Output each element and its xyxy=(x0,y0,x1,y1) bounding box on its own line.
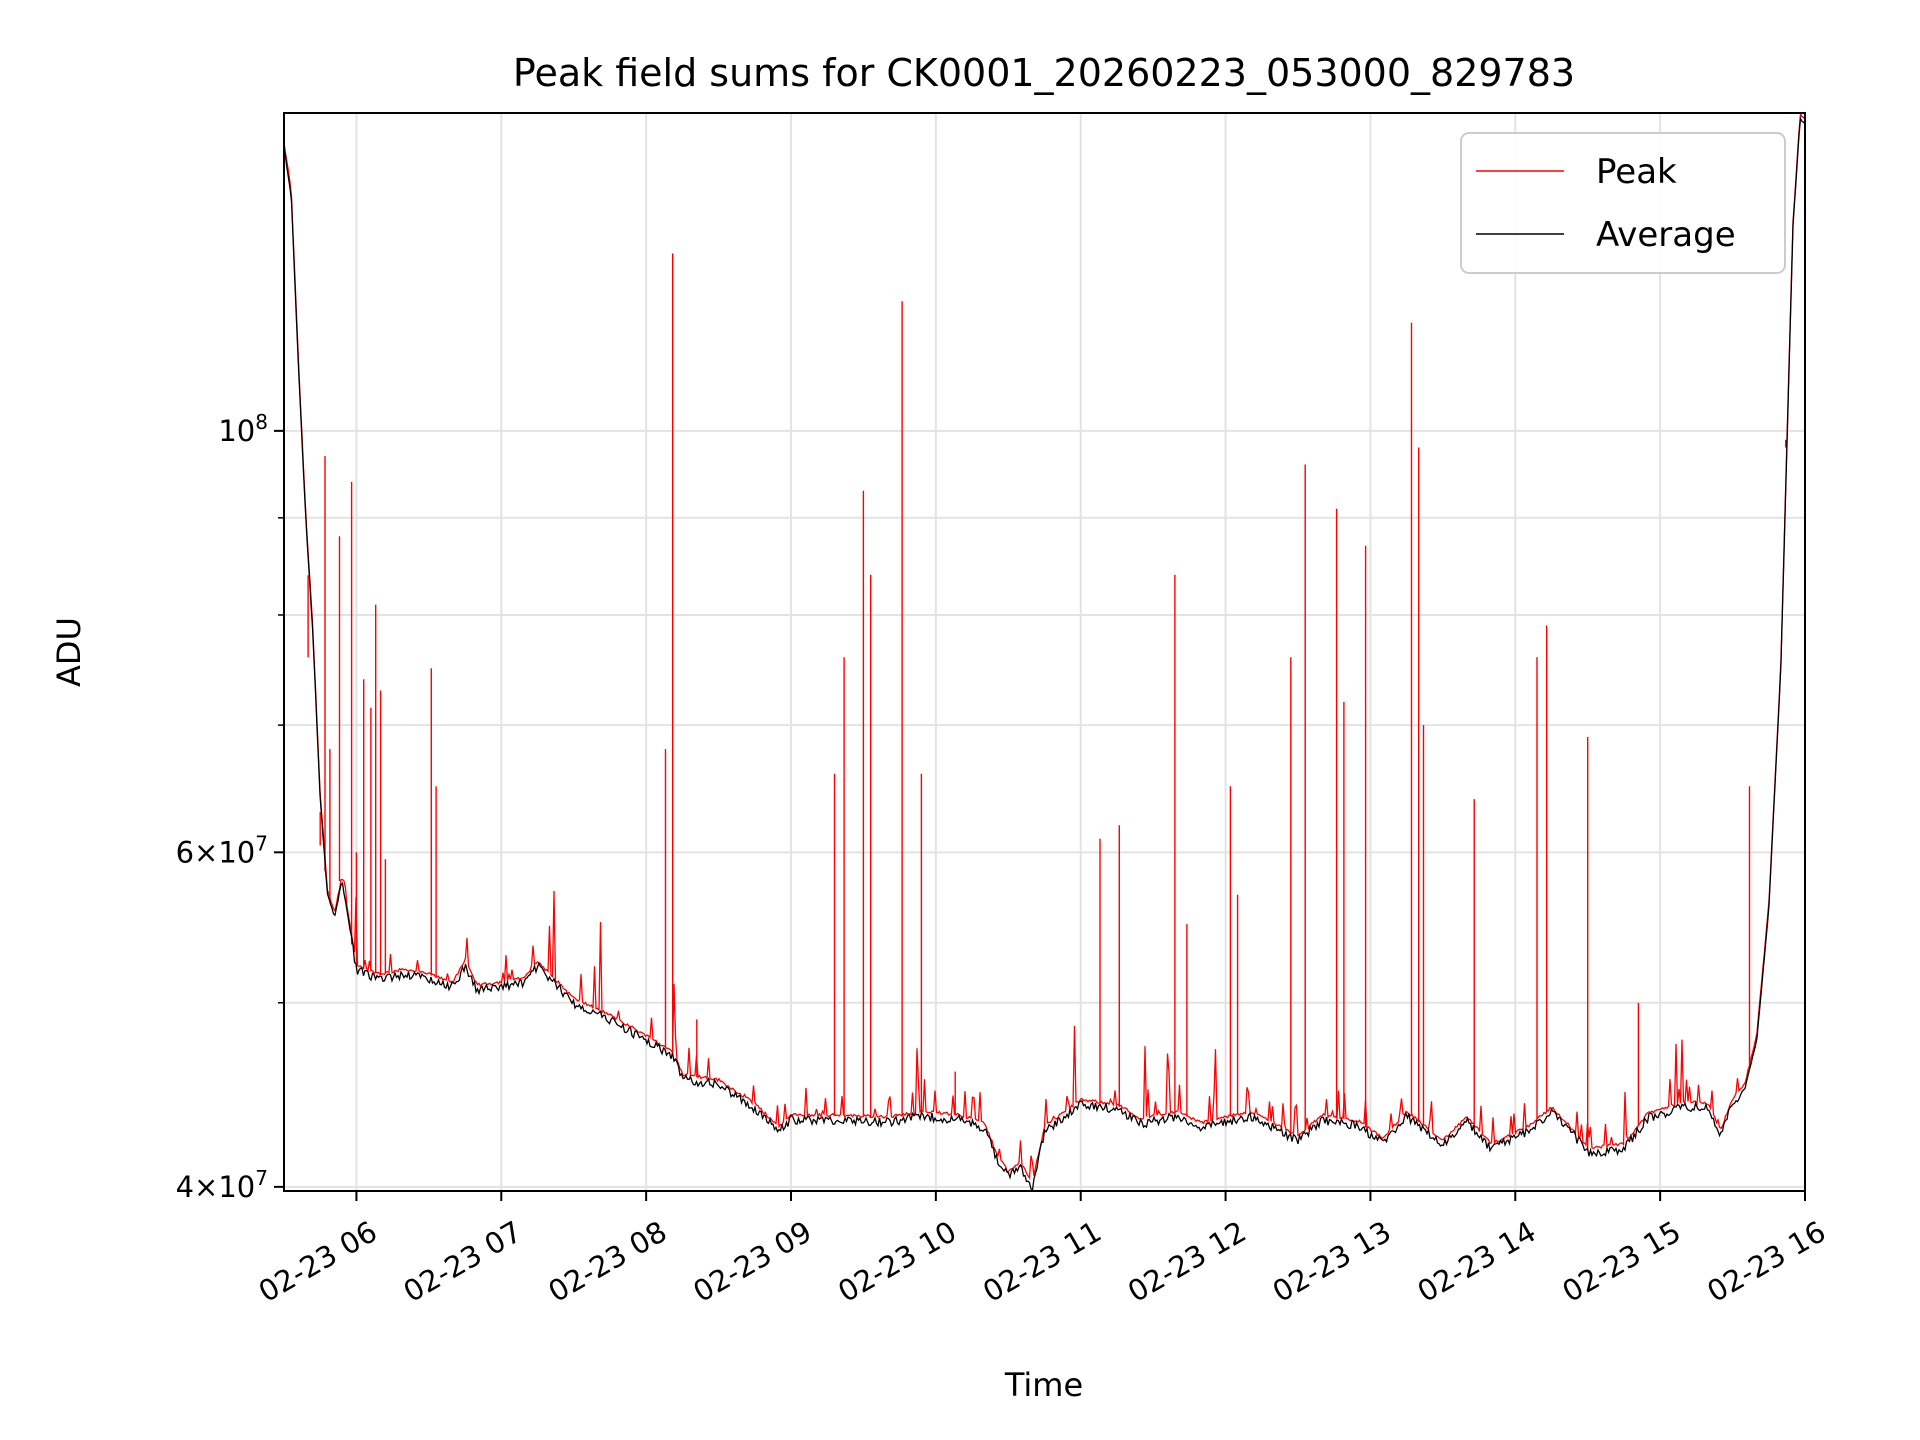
x-axis-title: Time xyxy=(1004,1366,1083,1404)
series-line-average xyxy=(284,116,1805,1191)
legend-label-peak: Peak xyxy=(1596,152,1677,192)
y-tick-label-1: 6×107 xyxy=(176,831,268,869)
series-layer xyxy=(284,113,1805,1191)
y-axis-title: ADU xyxy=(50,617,88,687)
legend: Peak Average xyxy=(1460,132,1786,274)
chart-title: Peak field sums for CK0001_20260223_0530… xyxy=(513,51,1575,95)
y-axis: 4×107 6×107 108 xyxy=(176,410,284,1204)
legend-box xyxy=(1460,132,1786,274)
y-tick-label-0: 4×107 xyxy=(176,1166,268,1204)
plot-frame xyxy=(283,112,1806,1192)
y-tick-label-2: 108 xyxy=(218,410,268,448)
legend-label-average: Average xyxy=(1596,215,1736,255)
